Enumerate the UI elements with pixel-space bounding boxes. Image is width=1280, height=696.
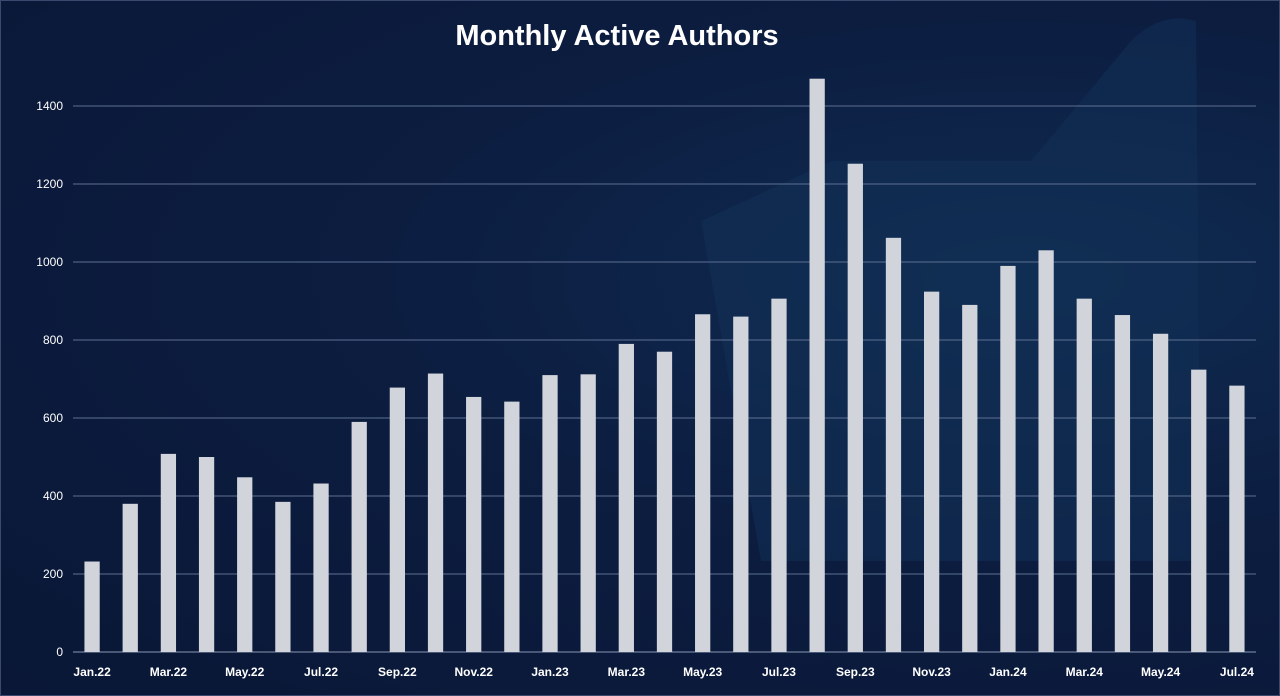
- bar-Dec.23: [962, 304, 978, 652]
- y-tick-label: 400: [43, 489, 63, 503]
- bar-Aug.23: [809, 78, 825, 652]
- bar-Oct.23: [885, 237, 902, 652]
- x-tick-label: Nov.22: [454, 665, 493, 679]
- bar-Jun.24: [1191, 369, 1207, 652]
- x-tick-label: Mar.23: [608, 665, 646, 679]
- x-tick-label: Mar.24: [1066, 665, 1104, 679]
- x-tick-label: Jul.23: [762, 665, 796, 679]
- bar-Jun.23: [733, 316, 749, 652]
- bar-Jul.22: [313, 483, 329, 652]
- bar-Jan.24: [1000, 265, 1016, 652]
- bar-Nov.22: [466, 396, 482, 652]
- bar-Jan.23: [542, 375, 558, 652]
- x-tick-label: Nov.23: [912, 665, 951, 679]
- x-tick-label: Jul.22: [304, 665, 338, 679]
- bar-May.22: [237, 477, 253, 652]
- chart-title: Monthly Active Authors: [455, 20, 778, 52]
- bar-Mar.23: [618, 343, 634, 652]
- x-tick-label: Jan.22: [73, 665, 111, 679]
- bar-Apr.24: [1114, 315, 1131, 652]
- y-tick-label: 1200: [36, 177, 63, 191]
- bar-Mar.24: [1076, 298, 1092, 652]
- bar-Mar.22: [160, 453, 177, 652]
- bar-Aug.22: [351, 421, 367, 652]
- x-tick-label: May.23: [683, 665, 722, 679]
- bar-Apr.23: [656, 351, 673, 652]
- x-tick-label: Mar.22: [150, 665, 188, 679]
- bars-layer: [84, 78, 1245, 653]
- y-tick-label: 600: [43, 411, 63, 425]
- bar-May.24: [1152, 333, 1169, 652]
- bar-Feb.22: [122, 503, 138, 652]
- y-axis-labels: 0 200 400 600 800 1000 1200 1400: [36, 99, 63, 659]
- bar-Nov.23: [923, 291, 940, 652]
- bar-Jan.22: [84, 561, 100, 652]
- bar-Feb.24: [1038, 250, 1054, 653]
- bar-Jul.23: [771, 298, 787, 652]
- background-watermark: [701, 18, 1201, 561]
- y-tick-label: 1000: [36, 255, 63, 269]
- x-tick-label: Sep.23: [836, 665, 875, 679]
- bar-Oct.22: [427, 373, 444, 652]
- x-tick-label: Sep.22: [378, 665, 417, 679]
- bar-May.23: [695, 314, 711, 652]
- y-tick-label: 800: [43, 333, 63, 347]
- y-tick-label: 1400: [36, 99, 63, 113]
- y-tick-label: 200: [43, 567, 63, 581]
- bar-Jun.22: [275, 501, 291, 652]
- x-tick-label: Jan.23: [531, 665, 569, 679]
- x-tick-label: Jan.24: [989, 665, 1027, 679]
- bar-Sep.22: [389, 387, 406, 652]
- x-tick-label: Jul.24: [1220, 665, 1254, 679]
- bar-Dec.22: [504, 401, 520, 652]
- x-tick-label: May.22: [225, 665, 264, 679]
- x-axis-labels: Jan.22 Mar.22 May.22 Jul.22 Sep.22 Nov.22 Jan.…: [73, 665, 1254, 679]
- x-tick-label: May.24: [1141, 665, 1180, 679]
- bar-Jul.24: [1229, 385, 1245, 652]
- bar-Apr.22: [198, 457, 215, 652]
- y-tick-label: 0: [56, 645, 63, 659]
- bar-Sep.23: [847, 163, 863, 652]
- grid-layer: [73, 105, 1256, 653]
- bar-Feb.23: [580, 374, 596, 652]
